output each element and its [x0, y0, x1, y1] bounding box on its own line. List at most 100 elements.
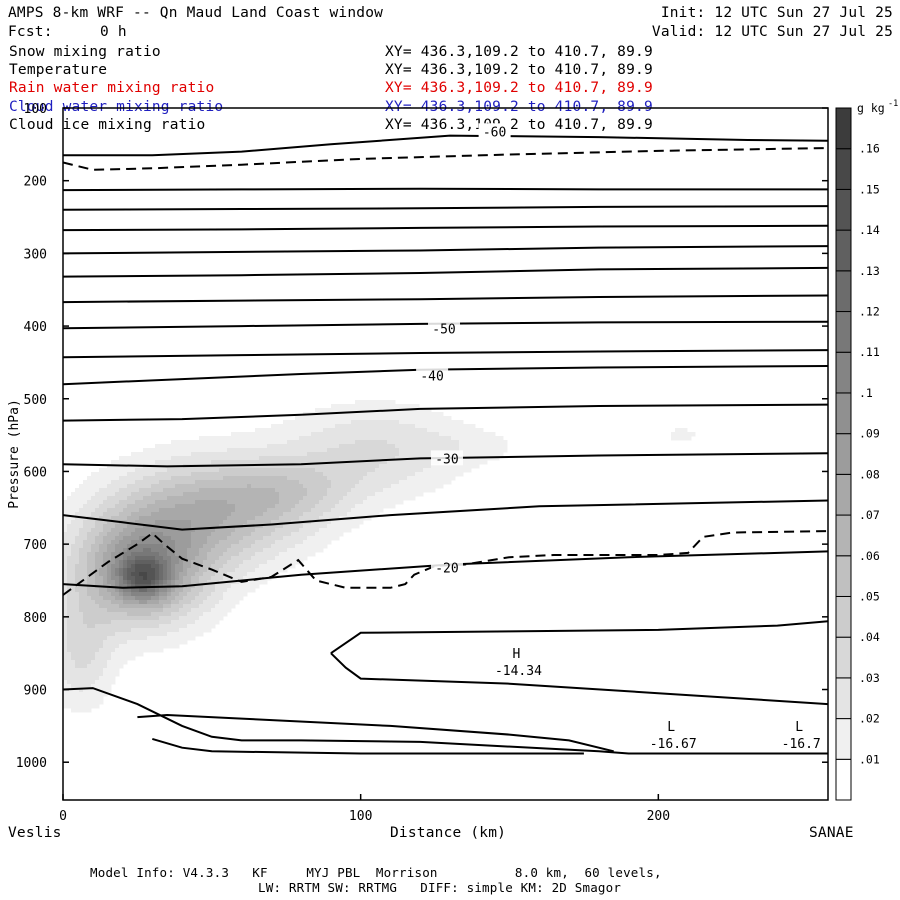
heat-cell	[187, 612, 192, 617]
colorbar-segment	[835, 433, 852, 475]
heat-cell	[171, 528, 176, 533]
heat-cell	[283, 568, 288, 573]
heat-cell	[123, 532, 128, 537]
heat-cell	[303, 448, 308, 453]
heat-cell	[175, 488, 180, 493]
heat-cell	[431, 472, 436, 477]
heat-cell	[267, 536, 272, 541]
heat-cell	[91, 472, 96, 477]
heat-cell	[191, 448, 196, 453]
heat-cell	[275, 524, 280, 529]
heat-cell	[159, 532, 164, 537]
heat-cell	[451, 420, 456, 425]
heat-cell	[287, 436, 292, 441]
heat-cell	[151, 544, 156, 549]
heat-cell	[155, 512, 160, 517]
heat-cell	[223, 436, 228, 441]
heat-cell	[399, 432, 404, 437]
heat-cell	[131, 476, 136, 481]
heat-cell	[139, 520, 144, 525]
heat-cell	[147, 476, 152, 481]
heat-cell	[239, 584, 244, 589]
heat-cell	[139, 588, 144, 593]
heat-cell	[191, 472, 196, 477]
heat-cell	[103, 624, 108, 629]
heat-cell	[111, 592, 116, 597]
heat-cell	[259, 556, 264, 561]
heat-cell	[287, 484, 292, 489]
heat-cell	[111, 512, 116, 517]
heat-cell	[203, 528, 208, 533]
heat-cell	[423, 428, 428, 433]
heat-cell	[343, 512, 348, 517]
heat-cell	[447, 468, 452, 473]
heat-cell	[151, 612, 156, 617]
heat-cell	[191, 476, 196, 481]
heat-cell	[323, 492, 328, 497]
heat-cell	[283, 536, 288, 541]
heat-cell	[299, 544, 304, 549]
heat-cell	[83, 660, 88, 665]
heat-cell	[295, 420, 300, 425]
heat-cell	[359, 416, 364, 421]
heat-cell	[175, 548, 180, 553]
heat-cell	[111, 680, 116, 685]
heat-cell	[107, 464, 112, 469]
heat-cell	[447, 448, 452, 453]
heat-cell	[227, 540, 232, 545]
heat-cell	[243, 576, 248, 581]
heat-cell	[295, 496, 300, 501]
heat-cell	[323, 456, 328, 461]
colorbar-label: .13	[859, 264, 880, 278]
heat-cell	[207, 600, 212, 605]
heat-cell	[411, 492, 416, 497]
heat-cell	[199, 500, 204, 505]
heat-cell	[99, 696, 104, 701]
heat-cell	[199, 488, 204, 493]
heat-cell	[175, 572, 180, 577]
heat-cell	[131, 468, 136, 473]
heat-cell	[303, 504, 308, 509]
heat-cell	[123, 544, 128, 549]
heat-cell	[155, 492, 160, 497]
heat-cell	[131, 548, 136, 553]
heat-cell	[247, 580, 252, 585]
heat-cell	[183, 612, 188, 617]
heat-cell	[271, 564, 276, 569]
heat-cell	[179, 472, 184, 477]
temperature-contour	[63, 403, 828, 422]
heat-cell	[275, 448, 280, 453]
heat-cell	[167, 472, 172, 477]
heat-cell	[287, 492, 292, 497]
heat-cell	[259, 548, 264, 553]
heat-cell	[223, 488, 228, 493]
heat-cell	[255, 460, 260, 465]
heat-cell	[443, 420, 448, 425]
heat-cell	[347, 468, 352, 473]
heat-cell	[103, 476, 108, 481]
heat-cell	[187, 600, 192, 605]
heat-cell	[479, 428, 484, 433]
heat-cell	[315, 428, 320, 433]
contour-label: -60	[483, 125, 506, 140]
heat-cell	[299, 452, 304, 457]
heat-cell	[303, 532, 308, 537]
heat-cell	[187, 564, 192, 569]
heat-cell	[159, 444, 164, 449]
heat-cell	[79, 632, 84, 637]
heat-cell	[191, 480, 196, 485]
heat-cell	[179, 548, 184, 553]
temperature-contour	[330, 652, 828, 706]
heat-cell	[167, 624, 172, 629]
heat-cell	[91, 672, 96, 677]
heat-cell	[127, 496, 132, 501]
heat-cell	[167, 564, 172, 569]
heat-cell	[119, 612, 124, 617]
heat-cell	[207, 552, 212, 557]
heat-cell	[163, 616, 168, 621]
heat-cell	[75, 504, 80, 509]
heat-cell	[103, 680, 108, 685]
heat-cell	[155, 612, 160, 617]
heat-cell	[503, 440, 508, 445]
heat-cell	[211, 512, 216, 517]
